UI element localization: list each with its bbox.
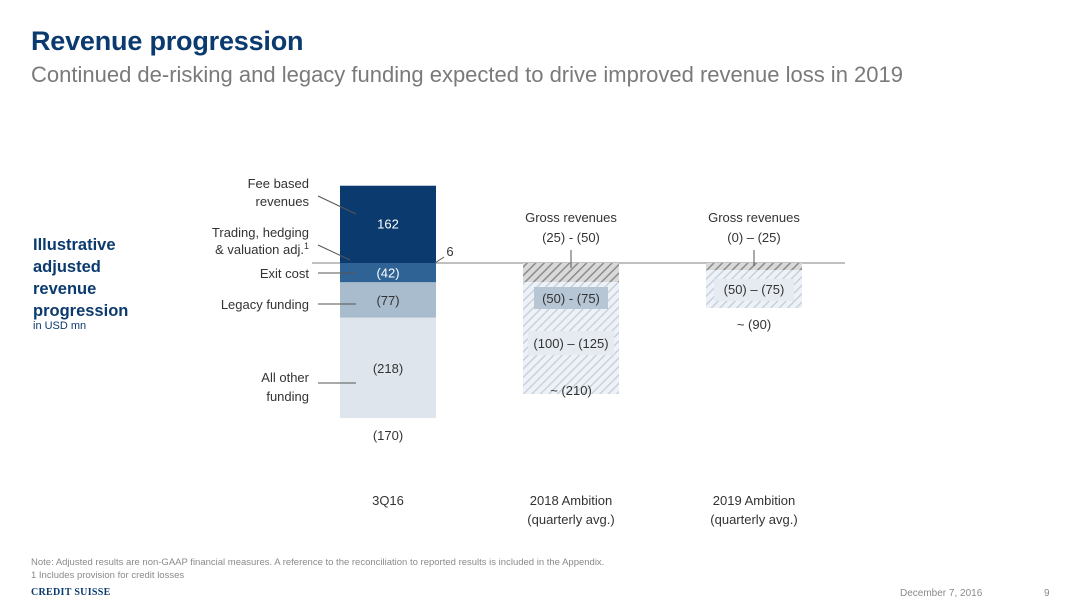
page-subtitle: Continued de-risking and legacy funding …: [31, 62, 903, 87]
bar-2019-legacy-funding: [714, 279, 794, 301]
bar-2018-all-other-funding: [528, 331, 614, 355]
side-title-line: Illustrative: [33, 236, 116, 254]
page-title: Revenue progression: [31, 26, 304, 56]
bar-fee-based-revenues: [340, 185, 436, 263]
bar-legacy-funding: [340, 282, 436, 318]
footer-date: December 7, 2016: [900, 588, 983, 599]
label-2019-legacy-funding: (50) – (75): [724, 282, 785, 297]
left-label-trading: Trading, hedging: [212, 225, 309, 240]
total-3q16: (170): [373, 428, 403, 443]
label-trading-adj: 6: [446, 244, 453, 259]
left-label-trading: & valuation adj.1: [215, 241, 309, 257]
left-label-all-other: All other: [261, 370, 309, 385]
bar-2018-legacy-funding: [534, 287, 608, 309]
credit-suisse-logo: CREDIT SUISSE: [31, 587, 111, 598]
leader-fee-based: [317, 195, 357, 215]
label-exit-cost: (42): [376, 266, 399, 281]
label-2018-gross-range: (25) - (50): [542, 230, 600, 245]
side-title-line: revenue: [33, 280, 97, 298]
left-label-all-other: funding: [266, 389, 309, 404]
x-tick-label: 2019 Ambition: [713, 493, 795, 508]
label-2018-all-other-funding: (100) – (125): [533, 336, 608, 351]
bar-exit-cost: [340, 263, 436, 283]
bar-2018-gross-revenues: [523, 263, 619, 282]
footnote-line: 1 Includes provision for credit losses: [31, 570, 185, 581]
total-2019: ~ (90): [737, 317, 771, 332]
page-number: 9: [1044, 588, 1050, 599]
revenue-chart: 162 6 (42) (77) (218) (170) Fee based revenues T…: [212, 176, 845, 527]
side-title-line: progression: [33, 302, 129, 320]
x-tick-label: (quarterly avg.): [527, 512, 614, 527]
left-label-fee-based: revenues: [256, 194, 310, 209]
label-2019-gross-range: (0) – (25): [727, 230, 780, 245]
total-2018: ~ (210): [550, 383, 592, 398]
left-label-legacy-funding: Legacy funding: [221, 297, 309, 312]
label-2018-gross-title: Gross revenues: [525, 210, 617, 225]
label-2019-gross-title: Gross revenues: [708, 210, 800, 225]
label-legacy-funding: (77): [376, 293, 399, 308]
x-tick-label: (quarterly avg.): [710, 512, 797, 527]
side-title-line: adjusted: [33, 258, 101, 276]
bar-all-other-funding: [340, 317, 436, 419]
left-label-fee-based: Fee based: [248, 176, 309, 191]
bar-2019-gross-revenues: [706, 263, 802, 270]
left-label-exit-cost: Exit cost: [260, 266, 310, 281]
leader-trading: [317, 244, 351, 261]
label-fee-based: 162: [377, 216, 399, 231]
label-2018-legacy-funding: (50) - (75): [542, 291, 600, 306]
label-all-other-funding: (218): [373, 361, 403, 376]
x-tick-label: 3Q16: [372, 493, 404, 508]
side-title: Illustrative adjusted revenue progressio…: [33, 234, 128, 322]
note-line: Note: Adjusted results are non-GAAP fina…: [31, 557, 605, 568]
x-tick-label: 2018 Ambition: [530, 493, 612, 508]
side-unit: in USD mn: [33, 320, 87, 332]
